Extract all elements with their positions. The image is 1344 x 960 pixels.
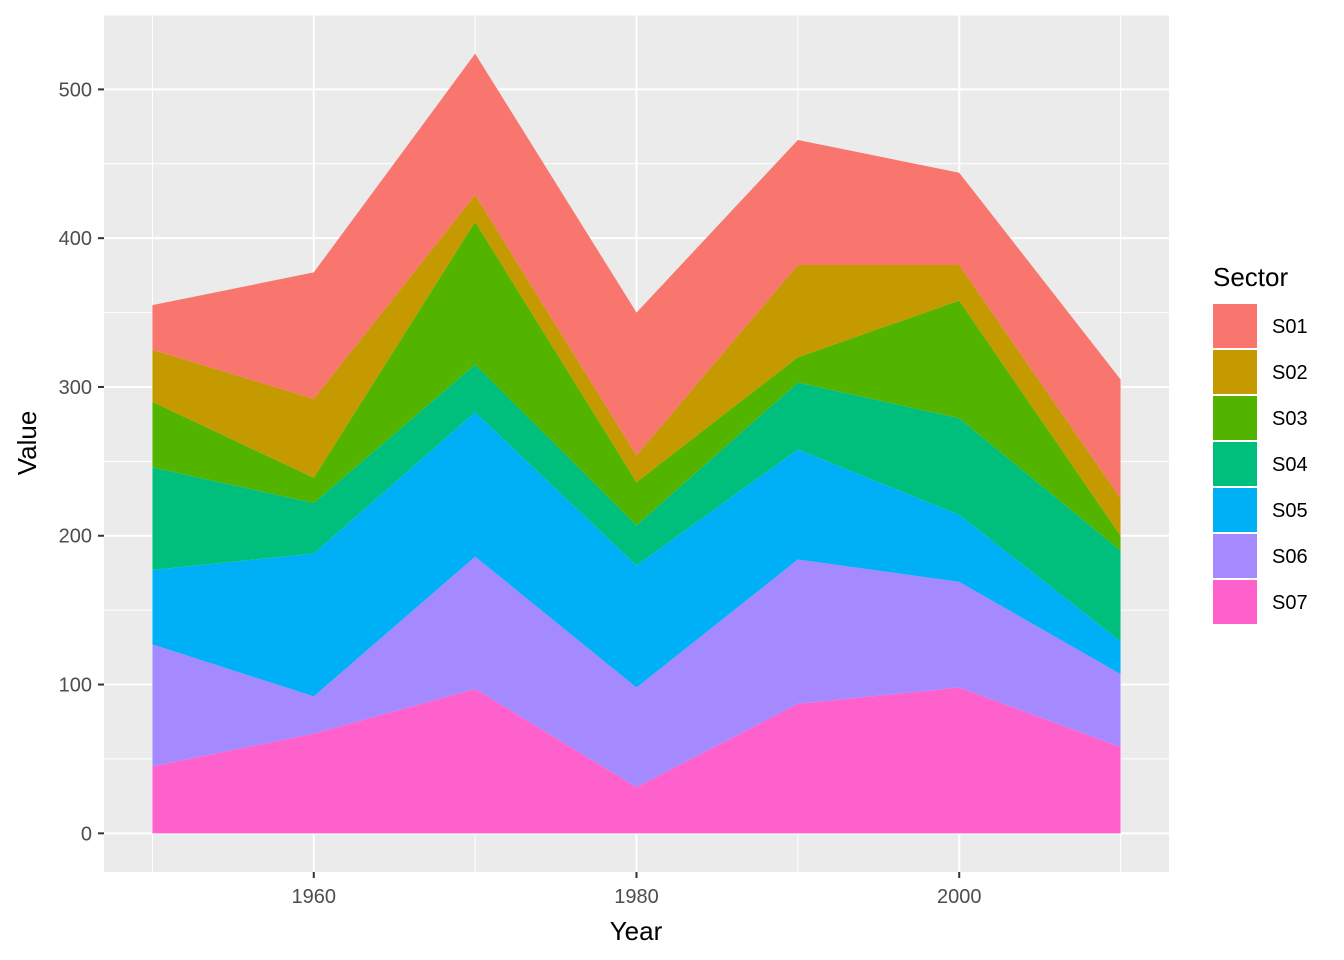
legend-label-s05: S05 — [1272, 500, 1308, 522]
area-s01 — [152, 53, 1121, 499]
area-s02 — [152, 195, 1121, 536]
y-tick-label: 0 — [81, 823, 92, 845]
y-tick-label: 300 — [59, 377, 92, 399]
y-axis-ticks: 0 100 200 300 400 500 — [59, 79, 104, 845]
legend-key-s02 — [1213, 350, 1257, 394]
legend-key-s01 — [1213, 304, 1257, 348]
y-tick-label: 500 — [59, 79, 92, 101]
legend-title: Sector — [1213, 262, 1288, 292]
legend-label-s02: S02 — [1272, 362, 1308, 384]
x-tick-label: 1980 — [614, 886, 659, 908]
legend: Sector S01 S02 S03 S04 S05 S06 S07 — [1213, 262, 1308, 624]
legend-label-s04: S04 — [1272, 454, 1308, 476]
area-s04 — [152, 364, 1121, 642]
x-tick-label: 1960 — [292, 886, 337, 908]
area-s07 — [152, 687, 1121, 834]
legend-key-s03 — [1213, 396, 1257, 440]
legend-label-s01: S01 — [1272, 316, 1308, 338]
y-tick-label: 100 — [59, 675, 92, 697]
area-series — [152, 53, 1121, 834]
x-tick-label: 2000 — [937, 886, 982, 908]
y-tick-label: 400 — [59, 228, 92, 250]
x-axis-title: Year — [610, 916, 663, 946]
legend-label-s03: S03 — [1272, 408, 1308, 430]
legend-key-s05 — [1213, 488, 1257, 532]
area-s05 — [152, 412, 1121, 697]
x-axis-ticks: 1960 1980 2000 — [292, 872, 982, 908]
legend-label-s07: S07 — [1272, 592, 1308, 614]
y-tick-label: 200 — [59, 526, 92, 548]
legend-key-s06 — [1213, 534, 1257, 578]
legend-label-s06: S06 — [1272, 546, 1308, 568]
legend-key-s07 — [1213, 580, 1257, 624]
area-s06 — [152, 556, 1121, 788]
y-axis-title: Value — [12, 411, 42, 476]
area-s03 — [152, 221, 1121, 551]
legend-key-s04 — [1213, 442, 1257, 486]
